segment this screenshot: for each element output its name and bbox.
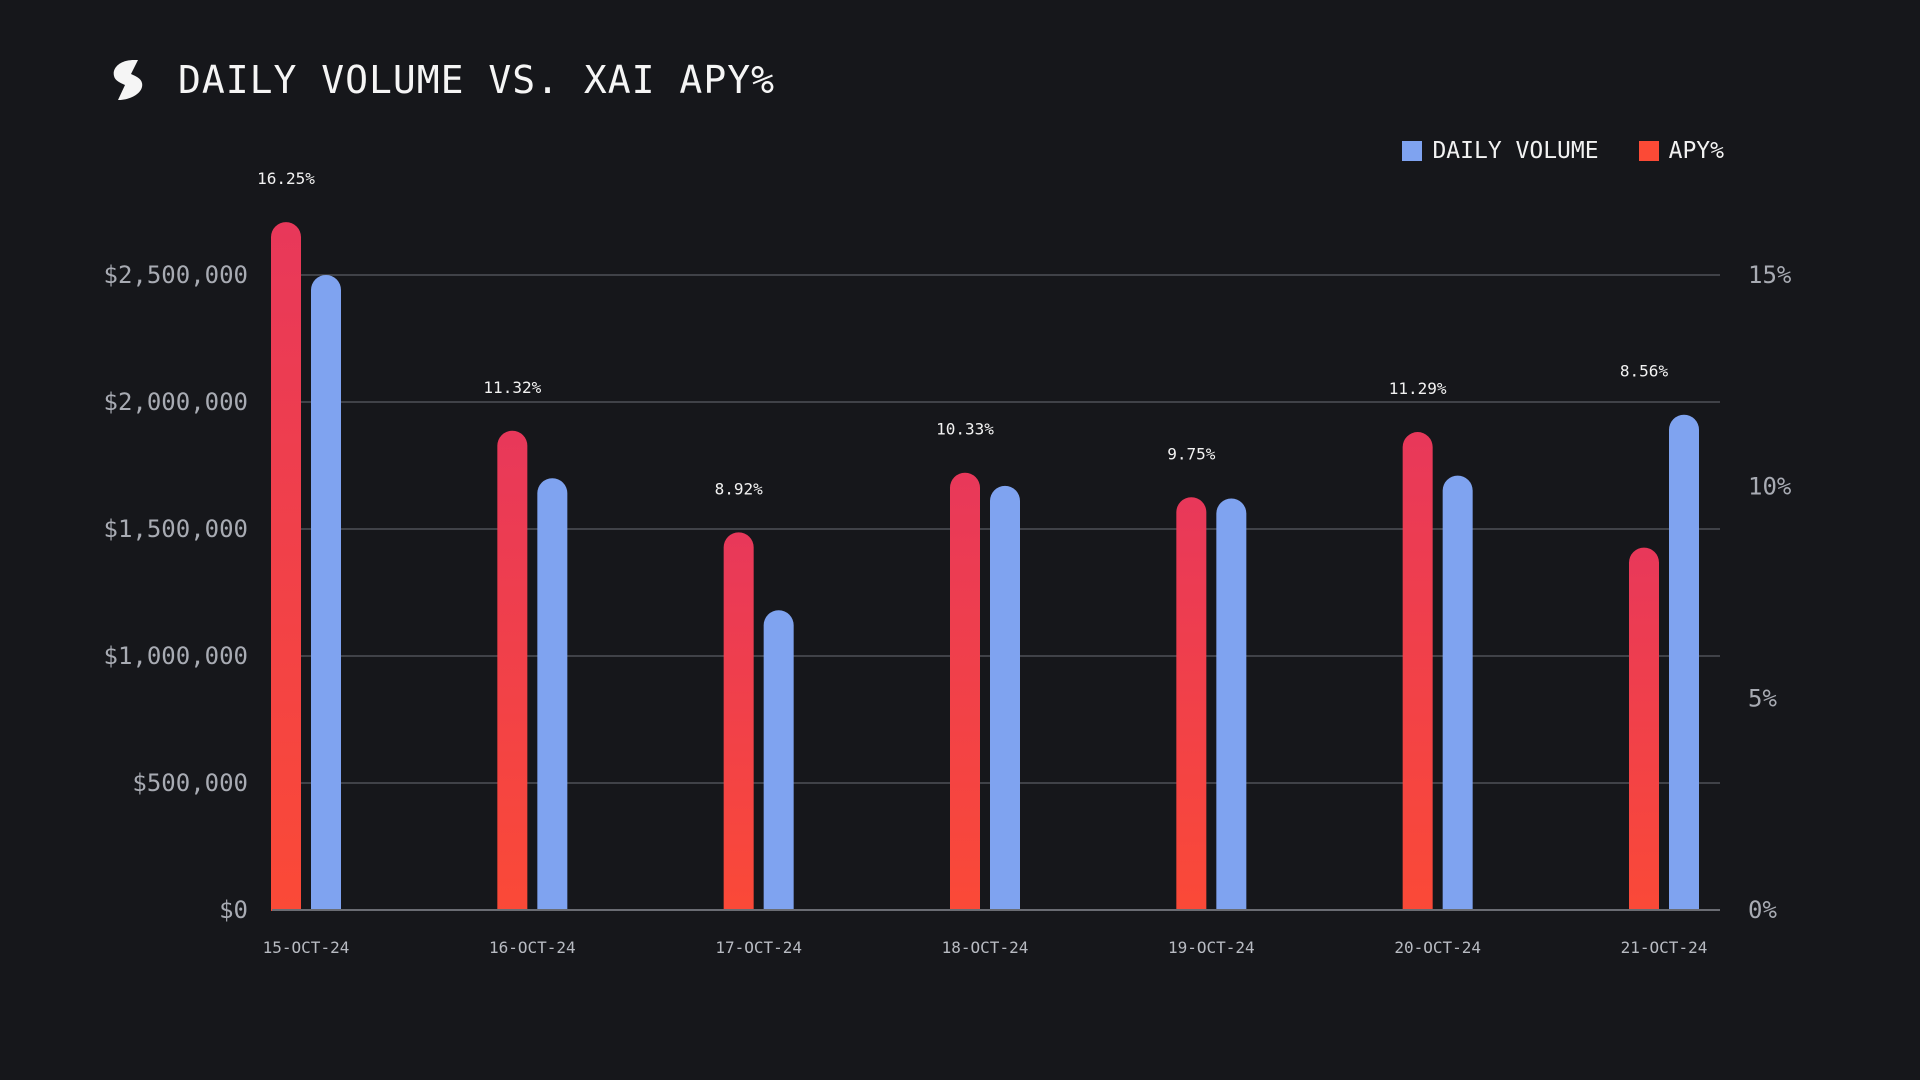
apy-data-label: 11.29%	[1389, 379, 1447, 398]
y-axis-right-tick-label: 15%	[1748, 261, 1792, 289]
y-axis-right-tick-label: 10%	[1748, 473, 1792, 501]
apy-data-label: 11.32%	[483, 378, 541, 397]
x-axis-category-label: 19-OCT-24	[1168, 938, 1255, 957]
apy-data-label: 8.56%	[1620, 362, 1669, 381]
legend-swatch-apy	[1638, 141, 1659, 161]
volume-bar	[763, 610, 794, 925]
apy-bar	[723, 532, 754, 925]
y-axis-right-tick-label: 0%	[1748, 896, 1777, 924]
apy-data-label: 16.25%	[257, 169, 315, 188]
legend-label-apy: APY%	[1668, 138, 1724, 164]
apy-data-label: 10.33%	[936, 420, 994, 439]
apy-bar	[271, 222, 301, 926]
x-axis-category-label: 21-OCT-24	[1621, 938, 1708, 957]
volume-bar	[311, 275, 341, 925]
stylized-s-logo-icon	[113, 60, 143, 100]
x-axis-category-label: 17-OCT-24	[715, 938, 802, 957]
volume-bar	[990, 485, 1020, 925]
legend-item-daily-volume: DAILY VOLUME	[1402, 138, 1599, 164]
y-axis-left-tick-label: $1,500,000	[104, 515, 249, 543]
legend-label-daily-volume: DAILY VOLUME	[1432, 138, 1599, 164]
chart-title: DAILY VOLUME VS. XAI APY%	[178, 58, 775, 102]
x-axis-category-label: 18-OCT-24	[942, 938, 1029, 957]
apy-data-label: 8.92%	[715, 479, 764, 498]
volume-bar	[1216, 498, 1247, 925]
legend-swatch-daily-volume	[1402, 141, 1423, 161]
y-axis-left-tick-label: $1,000,000	[104, 642, 249, 670]
y-axis-left-tick-label: $0	[219, 896, 248, 924]
apy-bar	[1629, 547, 1659, 925]
baseline-mask	[262, 911, 1730, 931]
x-axis-category-label: 20-OCT-24	[1394, 938, 1481, 957]
legend-item-apy: APY%	[1638, 138, 1724, 164]
volume-bar	[537, 478, 568, 925]
y-axis-right-tick-label: 5%	[1748, 684, 1777, 712]
chart-header: DAILY VOLUME VS. XAI APY%	[108, 54, 775, 106]
apy-bar	[950, 472, 980, 925]
volume-bar	[1442, 475, 1473, 925]
x-axis-category-label: 15-OCT-24	[263, 938, 350, 957]
apy-bar	[497, 430, 528, 925]
apy-bar	[1176, 497, 1207, 925]
y-axis-left-tick-label: $2,000,000	[104, 388, 249, 416]
chart-legend: DAILY VOLUME APY%	[1362, 138, 1724, 164]
apy-data-label: 9.75%	[1167, 444, 1216, 463]
volume-bar	[1669, 414, 1699, 925]
x-axis-category-label: 16-OCT-24	[489, 938, 576, 957]
y-axis-left-tick-label: $500,000	[132, 769, 248, 797]
apy-bar	[1402, 432, 1433, 925]
y-axis-left-tick-label: $2,500,000	[104, 261, 249, 289]
